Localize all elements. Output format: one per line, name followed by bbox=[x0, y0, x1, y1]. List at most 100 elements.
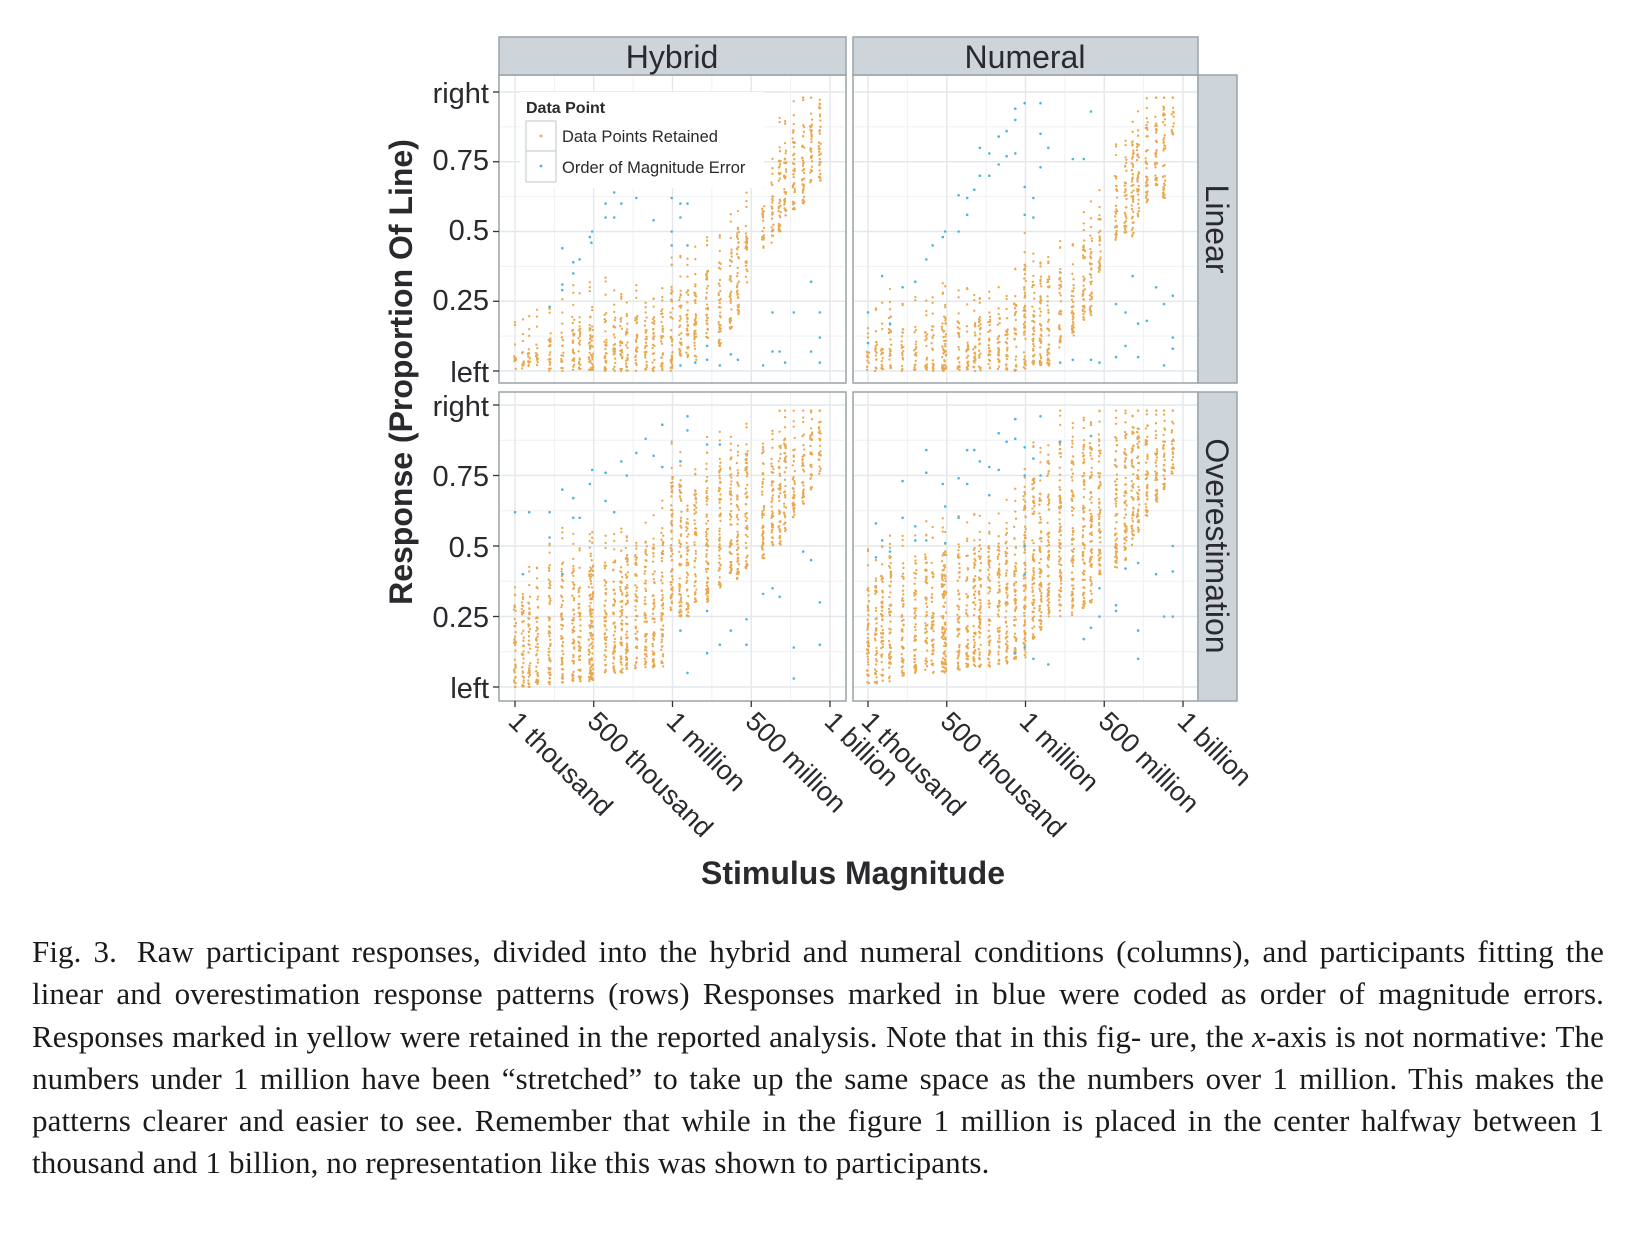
retained-point bbox=[728, 466, 732, 469]
retained-point bbox=[685, 581, 688, 585]
error-point bbox=[978, 146, 982, 150]
retained-point bbox=[652, 552, 655, 555]
error-point bbox=[771, 587, 774, 590]
retained-point bbox=[972, 348, 975, 351]
retained-point bbox=[875, 343, 879, 346]
retained-point bbox=[706, 519, 710, 523]
retained-point bbox=[1125, 169, 1128, 172]
retained-point bbox=[944, 321, 947, 325]
retained-point bbox=[792, 114, 795, 117]
retained-point bbox=[686, 545, 690, 548]
retained-point bbox=[669, 521, 673, 525]
retained-point bbox=[943, 573, 946, 577]
retained-point bbox=[746, 450, 749, 453]
retained-point bbox=[943, 329, 946, 333]
retained-point bbox=[866, 655, 869, 658]
retained-point bbox=[730, 252, 733, 255]
retained-point bbox=[612, 325, 615, 328]
retained-point bbox=[866, 549, 870, 553]
retained-point bbox=[761, 548, 764, 551]
retained-point bbox=[925, 637, 929, 640]
retained-point bbox=[613, 369, 616, 373]
retained-point bbox=[680, 526, 683, 529]
retained-point bbox=[944, 636, 947, 639]
retained-point bbox=[925, 367, 928, 370]
retained-point bbox=[680, 601, 683, 604]
retained-point bbox=[874, 592, 877, 595]
retained-point bbox=[956, 367, 959, 370]
retained-points bbox=[512, 409, 822, 689]
retained-point bbox=[693, 291, 696, 294]
retained-point bbox=[1115, 188, 1118, 192]
retained-point bbox=[996, 337, 999, 341]
retained-point bbox=[549, 642, 552, 646]
retained-point bbox=[818, 158, 821, 161]
retained-point bbox=[549, 351, 552, 354]
retained-point bbox=[653, 358, 656, 362]
retained-point bbox=[634, 319, 637, 322]
retained-point bbox=[989, 559, 992, 563]
retained-point bbox=[719, 493, 722, 496]
retained-point bbox=[643, 620, 646, 623]
error-points bbox=[866, 101, 1175, 367]
retained-point bbox=[578, 334, 581, 338]
error-point bbox=[612, 191, 616, 194]
retained-point bbox=[966, 625, 969, 628]
retained-point bbox=[522, 657, 525, 660]
retained-point bbox=[529, 360, 532, 363]
retained-point bbox=[930, 561, 933, 565]
retained-point bbox=[761, 526, 764, 530]
retained-point bbox=[913, 671, 917, 674]
retained-point bbox=[636, 346, 639, 349]
retained-point bbox=[591, 541, 594, 544]
retained-point bbox=[889, 655, 893, 659]
retained-point bbox=[965, 608, 968, 612]
retained-point bbox=[1072, 283, 1075, 287]
retained-point bbox=[913, 363, 916, 367]
retained-point bbox=[779, 172, 782, 175]
retained-point bbox=[620, 629, 623, 632]
retained-point bbox=[560, 656, 563, 660]
retained-point bbox=[613, 336, 616, 339]
retained-point bbox=[1005, 531, 1009, 535]
retained-point bbox=[661, 653, 665, 656]
retained-point bbox=[966, 303, 969, 306]
retained-point bbox=[1006, 347, 1009, 350]
retained-point bbox=[874, 609, 878, 613]
retained-point bbox=[817, 431, 820, 434]
retained-point bbox=[761, 540, 765, 544]
retained-point bbox=[670, 329, 673, 332]
retained-point bbox=[783, 203, 786, 206]
retained-point bbox=[661, 299, 664, 302]
retained-point bbox=[887, 639, 891, 643]
retained-point bbox=[763, 205, 766, 208]
retained-point bbox=[651, 573, 655, 576]
retained-point bbox=[685, 529, 688, 532]
retained-point bbox=[620, 549, 623, 552]
retained-point bbox=[777, 495, 781, 498]
retained-point bbox=[793, 506, 796, 510]
retained-point bbox=[1004, 656, 1007, 660]
retained-point bbox=[561, 599, 565, 602]
error-point bbox=[620, 460, 623, 463]
retained-point bbox=[793, 513, 796, 516]
retained-point bbox=[590, 624, 593, 628]
retained-point bbox=[624, 655, 628, 658]
retained-point bbox=[547, 569, 551, 572]
error-point bbox=[686, 429, 689, 432]
retained-point bbox=[619, 588, 622, 591]
retained-point bbox=[549, 638, 552, 641]
retained-point bbox=[572, 542, 575, 546]
retained-point bbox=[762, 234, 765, 237]
retained-point bbox=[1089, 200, 1093, 203]
retained-point bbox=[572, 583, 575, 586]
retained-point bbox=[651, 660, 654, 663]
retained-point bbox=[670, 587, 673, 590]
retained-point bbox=[591, 652, 594, 655]
retained-point bbox=[881, 322, 884, 325]
retained-point bbox=[669, 595, 672, 598]
retained-point bbox=[694, 492, 698, 496]
retained-point bbox=[940, 582, 943, 586]
retained-point bbox=[578, 586, 582, 589]
retained-point bbox=[1090, 297, 1093, 300]
